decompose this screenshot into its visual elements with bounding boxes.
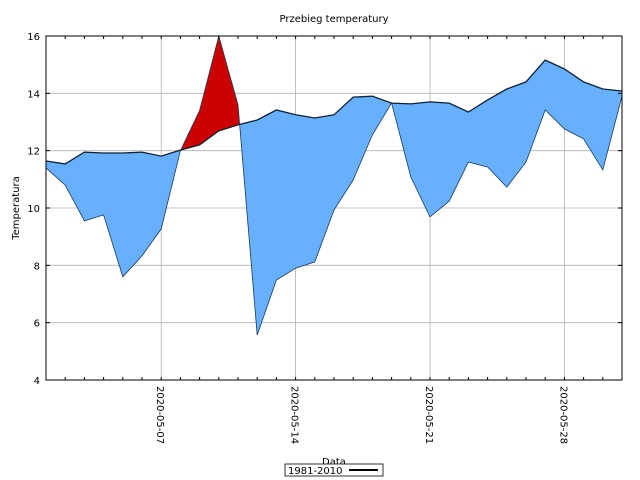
axis-ticks: 4 6 8 10 12 14 16 2020-05-07 2020-05-14 2020-05-2…	[27, 32, 623, 444]
x-axis-label: Data	[322, 457, 346, 468]
x-tick-label: 2020-05-21	[423, 386, 434, 444]
normal-1981-2010-line	[45, 59, 623, 165]
y-tick-label: 8	[34, 261, 40, 272]
legend-label: 1981-2010	[288, 466, 343, 477]
legend-box	[284, 463, 384, 477]
y-tick-label: 16	[27, 32, 40, 43]
y-tick-label: 4	[34, 376, 40, 387]
y-tick-label: 14	[27, 89, 40, 100]
y-tick-label: 10	[27, 204, 40, 215]
legend: 1981-2010	[284, 463, 384, 477]
temperature-line	[45, 34, 623, 336]
chart-title: Przebieg temperatury	[279, 14, 388, 25]
x-tick-label: 2020-05-07	[154, 386, 165, 444]
below-normal-fill	[46, 60, 622, 335]
x-tick-label: 2020-05-28	[557, 386, 568, 444]
y-axis-label: Temperatura	[11, 176, 22, 241]
y-tick-label: 6	[34, 319, 40, 330]
y-tick-label: 12	[27, 147, 40, 158]
x-tick-label: 2020-05-14	[289, 386, 300, 444]
